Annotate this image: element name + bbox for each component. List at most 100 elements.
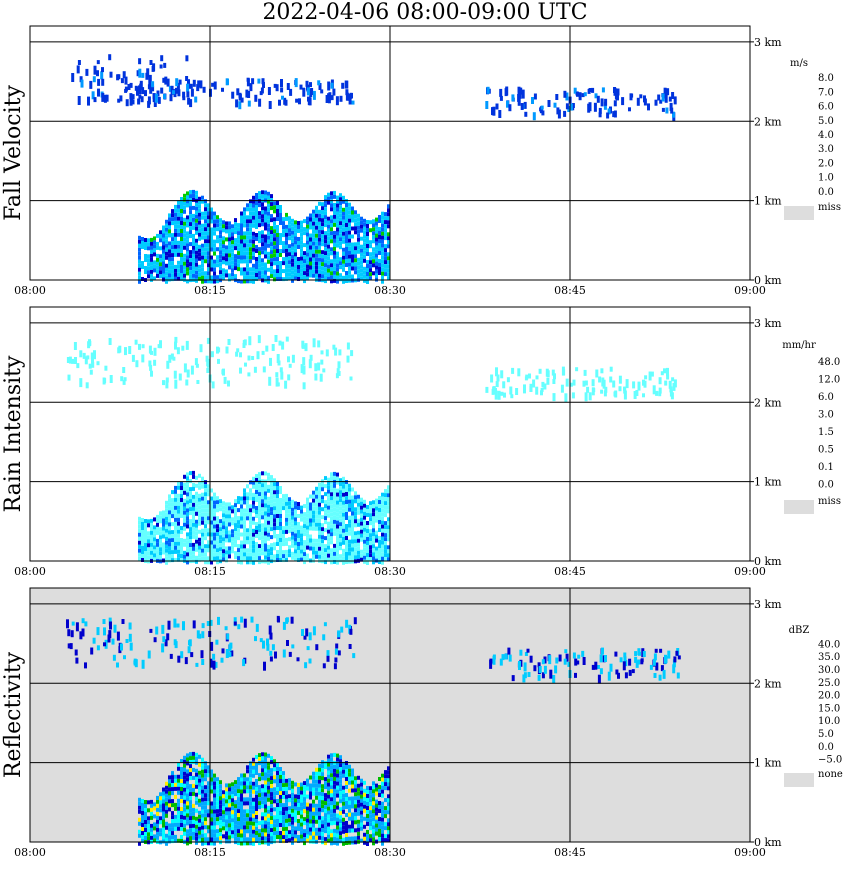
echo-cell — [252, 477, 255, 481]
echo-cell — [336, 509, 339, 513]
echo-cell — [183, 202, 186, 206]
echo-cell — [264, 801, 267, 805]
echo-cell — [317, 80, 320, 85]
echo-cell — [180, 514, 183, 518]
echo-cell — [147, 547, 150, 551]
echo-cell — [255, 546, 258, 550]
echo-cell — [228, 787, 231, 791]
echo-cell — [201, 802, 204, 806]
echo-cell — [201, 806, 204, 810]
echo-cell — [341, 83, 344, 89]
echo-cell — [297, 522, 300, 526]
echo-cell — [270, 760, 273, 764]
echo-cell — [240, 830, 243, 834]
echo-cell — [285, 530, 288, 534]
echo-cell — [183, 475, 186, 479]
echo-cell — [71, 73, 74, 82]
echo-cell — [351, 805, 354, 809]
echo-cell — [192, 487, 195, 491]
echo-cell — [357, 230, 360, 234]
echo-cell — [267, 256, 270, 260]
echo-cell — [249, 536, 252, 540]
echo-cell — [330, 191, 333, 195]
echo-cell — [318, 270, 321, 274]
echo-cell — [357, 242, 360, 246]
echo-cell — [333, 817, 336, 821]
echo-cell — [198, 237, 201, 241]
echo-cell — [171, 775, 174, 779]
echo-cell — [159, 832, 162, 836]
echo-cell — [165, 806, 168, 810]
echo-cell — [192, 836, 195, 840]
echo-cell — [162, 816, 165, 820]
echo-cell — [258, 789, 261, 793]
echo-cell — [225, 815, 228, 819]
echo-cell — [189, 198, 192, 202]
echo-cell — [162, 258, 165, 262]
echo-cell — [204, 524, 207, 528]
echo-cell — [601, 378, 604, 387]
echo-cell — [180, 799, 183, 803]
echo-cell — [357, 551, 360, 555]
echo-cell — [291, 504, 294, 508]
echo-cell — [363, 504, 366, 508]
echo-cell — [318, 812, 321, 816]
echo-cell — [366, 513, 369, 517]
echo-cell — [279, 815, 282, 819]
echo-cell — [509, 387, 512, 395]
echo-cell — [315, 828, 318, 832]
echo-cell — [141, 542, 144, 546]
echo-cell — [348, 251, 351, 255]
echo-cell — [180, 257, 183, 261]
echo-cell — [281, 96, 284, 100]
echo-cell — [249, 829, 252, 833]
echo-cell — [231, 252, 234, 256]
echo-cell — [336, 272, 339, 276]
echo-cell — [165, 810, 168, 814]
echo-cell — [282, 783, 285, 787]
echo-cell — [249, 508, 252, 512]
echo-cell — [195, 255, 198, 259]
echo-cell — [276, 209, 279, 213]
echo-cell — [192, 499, 195, 503]
echo-cell — [249, 516, 252, 520]
echo-cell — [94, 97, 97, 102]
echo-cell — [384, 236, 387, 240]
echo-cell — [165, 224, 168, 228]
echo-cell — [336, 557, 339, 561]
echo-cell — [264, 528, 267, 532]
echo-cell — [186, 488, 189, 492]
echo-cell — [342, 529, 345, 533]
echo-cell — [339, 755, 342, 759]
echo-cell — [206, 356, 209, 362]
echo-cell — [156, 836, 159, 840]
echo-cell — [327, 241, 330, 245]
echo-cell — [180, 546, 183, 550]
echo-cell — [372, 516, 375, 520]
echo-cell — [213, 830, 216, 834]
colorbar-label: 2.0 — [818, 158, 834, 169]
echo-cell — [264, 227, 267, 231]
echo-cell — [204, 219, 207, 223]
echo-cell — [327, 811, 330, 815]
echo-cell — [147, 535, 150, 539]
echo-cell — [123, 71, 126, 78]
echo-cell — [300, 803, 303, 807]
echo-cell — [264, 520, 267, 524]
echo-cell — [192, 535, 195, 539]
echo-cell — [339, 193, 342, 197]
echo-cell — [249, 235, 252, 239]
echo-cell — [363, 223, 366, 227]
echo-cell — [150, 816, 153, 820]
echo-cell — [162, 380, 165, 385]
echo-cell — [366, 525, 369, 529]
echo-cell — [261, 828, 264, 832]
echo-cell — [276, 534, 279, 538]
echo-cell — [192, 194, 195, 198]
echo-cell — [312, 499, 315, 503]
echo-cell — [351, 813, 354, 817]
echo-cell — [309, 507, 312, 511]
echo-cell — [321, 539, 324, 543]
echo-cell — [216, 263, 219, 267]
echo-cell — [183, 234, 186, 238]
